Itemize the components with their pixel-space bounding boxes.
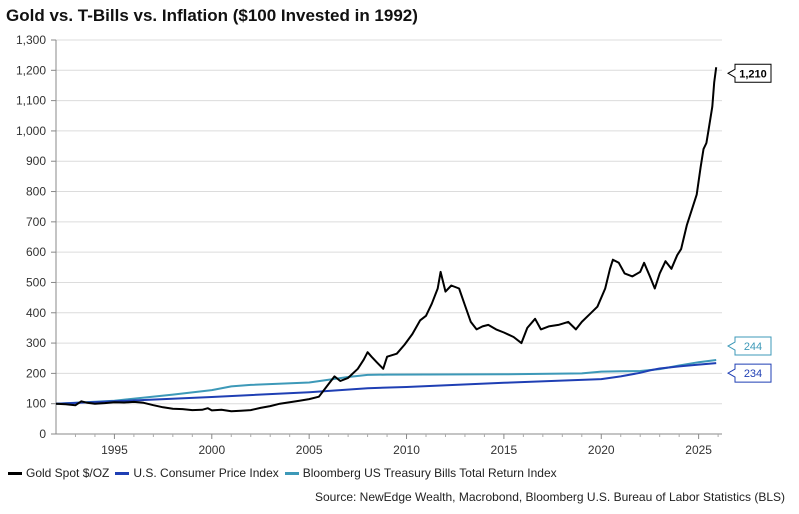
y-tick-label: 600 — [26, 245, 46, 259]
legend-item-tbills: Bloomberg US Treasury Bills Total Return… — [284, 466, 557, 480]
y-tick-label: 700 — [26, 215, 46, 229]
legend-swatch-tbills — [284, 471, 299, 475]
axes: 0 100 200 300 400 500 600 700 800 900 1,000 1,100 1,… — [16, 33, 722, 457]
cpi-end-label-box — [726, 363, 772, 383]
y-tick-label: 100 — [26, 397, 46, 411]
y-tick-label: 500 — [26, 275, 46, 289]
cpi-end-label: 234 — [744, 368, 762, 380]
gridlines — [56, 39, 722, 405]
legend-item-gold: Gold Spot $/OZ — [8, 466, 109, 480]
end-labels: 1,210 244 234 — [726, 63, 772, 383]
tbills-line — [55, 359, 717, 405]
y-tick-label: 1,000 — [16, 124, 46, 138]
x-tick-label: 2025 — [685, 443, 712, 457]
y-tick-label: 1,300 — [16, 33, 46, 47]
chart-title: Gold vs. T-Bills vs. Inflation ($100 Inv… — [6, 6, 418, 25]
legend-swatch-cpi — [115, 471, 130, 475]
y-tick-label: 1,100 — [16, 94, 46, 108]
y-tick-label: 400 — [26, 306, 46, 320]
gold-end-label-box — [726, 63, 772, 83]
tbills-end-label: 244 — [744, 341, 762, 353]
legend: Gold Spot $/OZ U.S. Consumer Price Index… — [8, 466, 563, 480]
cpi-line — [55, 362, 717, 405]
legend-label-cpi: U.S. Consumer Price Index — [133, 466, 279, 480]
y-tick-label: 900 — [26, 154, 46, 168]
series-lines — [55, 67, 718, 413]
source-note: Source: NewEdge Wealth, Macrobond, Bloom… — [314, 490, 785, 504]
legend-item-cpi: U.S. Consumer Price Index — [115, 466, 279, 480]
x-tick-label: 2005 — [296, 443, 323, 457]
gold-line — [55, 67, 718, 413]
x-tick-label: 2010 — [393, 443, 420, 457]
legend-label-gold: Gold Spot $/OZ — [26, 466, 110, 480]
x-tick-label: 2015 — [491, 443, 518, 457]
legend-swatch-gold — [8, 471, 22, 475]
legend-label-tbills: Bloomberg US Treasury Bills Total Return… — [302, 466, 557, 480]
tbills-end-label-box — [726, 336, 772, 356]
x-tick-label: 2020 — [588, 443, 615, 457]
y-tick-label: 800 — [26, 185, 46, 199]
y-tick-label: 200 — [26, 366, 46, 380]
y-tick-label: 1,200 — [16, 63, 46, 77]
gold-end-label: 1,210 — [739, 68, 767, 80]
y-tick-label: 300 — [26, 336, 46, 350]
x-tick-label: 1995 — [101, 443, 128, 457]
x-tick-label: 2000 — [198, 443, 225, 457]
y-tick-label: 0 — [39, 427, 46, 441]
